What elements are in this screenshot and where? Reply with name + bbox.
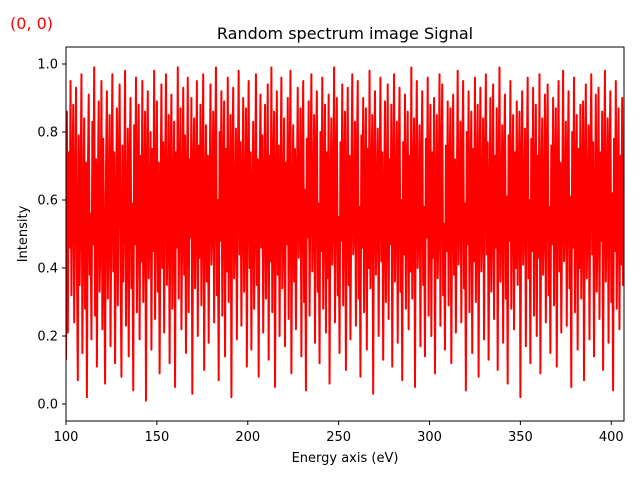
y-tick-label: 0.6	[37, 194, 58, 209]
y-tick-label: 0.8	[37, 126, 58, 141]
y-tick-label: 0.4	[37, 262, 58, 277]
x-tick-label: 350	[508, 430, 533, 445]
x-tick-label: 150	[144, 430, 169, 445]
x-tick-label: 300	[417, 430, 442, 445]
x-axis-title: Energy axis (eV)	[292, 451, 399, 466]
plot-frame	[65, 46, 625, 422]
x-tick-label: 250	[326, 430, 351, 445]
y-tick-label: 1.0	[37, 58, 58, 73]
series-line-0	[66, 66, 624, 402]
chart-title: Random spectrum image Signal	[217, 24, 473, 43]
y-axis: 0.0 0.2 0.4 0.6 0.8 1.0	[37, 58, 66, 413]
pixel-coordinate-label: (0, 0)	[10, 14, 53, 33]
x-tick-label: 200	[235, 430, 260, 445]
y-tick-label: 0.2	[37, 330, 58, 345]
x-tick-label: 100	[54, 430, 79, 445]
plot-layer	[66, 66, 624, 402]
x-tick-label: 400	[599, 430, 624, 445]
series-layer	[66, 66, 624, 402]
y-tick-label: 0.0	[37, 398, 58, 413]
x-axis: 100 150 200 250 300 350 400	[54, 421, 624, 445]
y-axis-title: Intensity	[16, 205, 31, 262]
